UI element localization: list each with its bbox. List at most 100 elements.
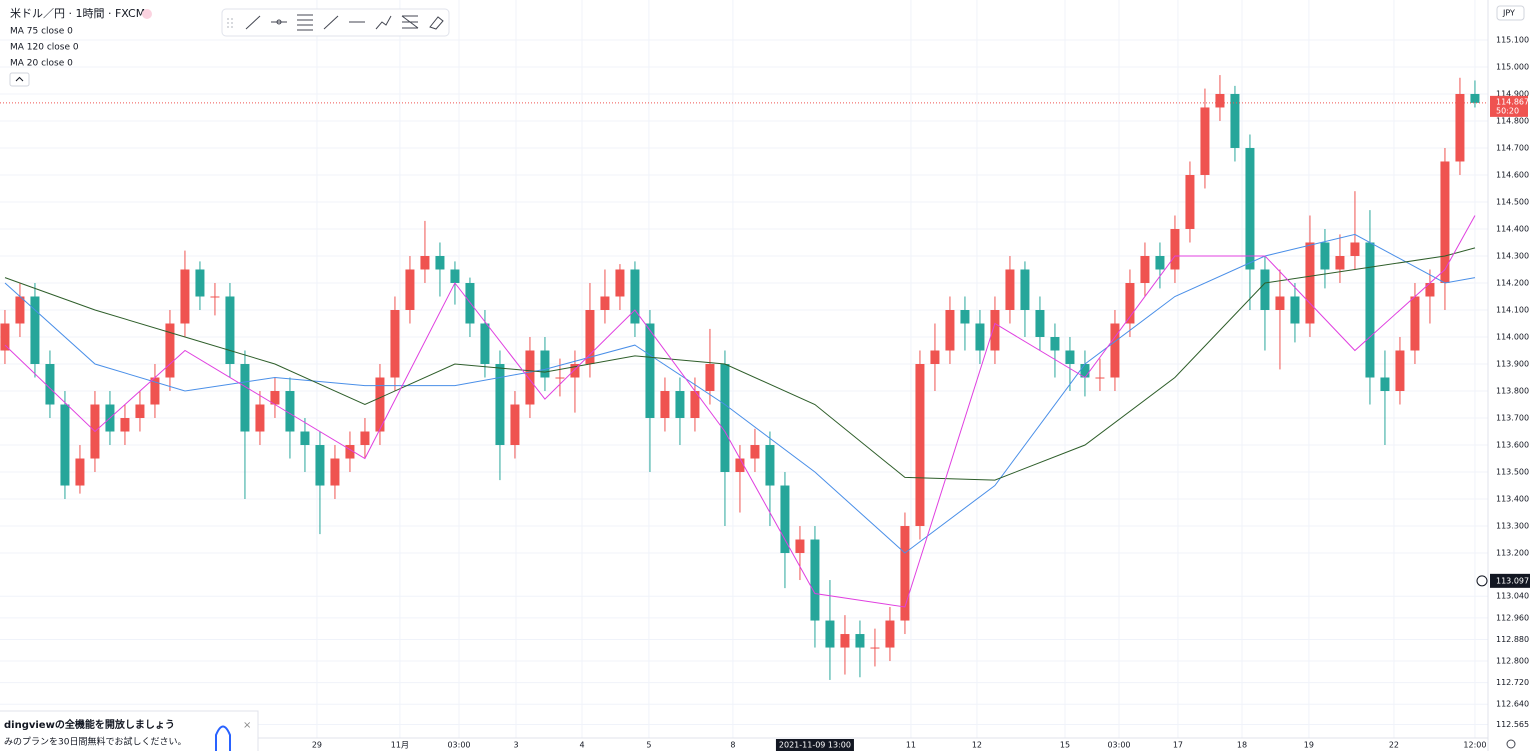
candle-body xyxy=(915,364,925,527)
candle-body xyxy=(1305,242,1315,324)
candle-body xyxy=(1395,350,1405,392)
y-tick-label: 114.600 xyxy=(1496,170,1529,179)
candle-body xyxy=(1470,93,1480,103)
y-tick-label: 112.720 xyxy=(1496,678,1529,687)
candle-body xyxy=(270,391,280,405)
y-tick-label: 114.400 xyxy=(1496,224,1529,233)
ray-tool[interactable] xyxy=(271,19,287,25)
candle-body xyxy=(1110,323,1120,378)
last-price-label: 114.867 xyxy=(1496,97,1529,106)
toolbar-bg xyxy=(221,8,450,37)
indicator-legend: MA 20 close 0 xyxy=(10,59,73,69)
crosshair-add-button xyxy=(1476,575,1488,587)
y-tick-label: 114.100 xyxy=(1496,305,1529,314)
candle-body xyxy=(1230,93,1240,148)
fib-tool[interactable] xyxy=(297,14,313,31)
candle-body xyxy=(870,647,880,649)
y-tick-label: 114.300 xyxy=(1496,251,1529,260)
candle-body xyxy=(315,445,325,486)
candle-body xyxy=(75,458,85,486)
candle-body xyxy=(0,323,10,351)
candle-body xyxy=(195,269,205,297)
currency-button[interactable] xyxy=(1496,5,1525,21)
promo-text: みのプランを30日間無料でお試しください。 xyxy=(4,736,186,748)
candle-body xyxy=(1335,255,1345,270)
y-tick-label: 112.800 xyxy=(1496,657,1529,666)
grid xyxy=(0,0,1488,738)
collapse-button[interactable] xyxy=(9,72,30,87)
x-tick-label: 11 xyxy=(906,741,916,750)
x-tick-label: 22 xyxy=(1389,741,1399,750)
candle-body xyxy=(1140,255,1150,283)
x-tick-label: 19 xyxy=(1304,741,1314,750)
candle-body xyxy=(825,620,835,648)
candle-body xyxy=(240,364,250,432)
candle-body xyxy=(615,269,625,297)
plot xyxy=(0,75,1488,680)
line-tool[interactable] xyxy=(323,15,339,30)
x-tick-label: 8 xyxy=(730,741,735,750)
candle-body xyxy=(1380,377,1390,392)
candle-body xyxy=(1290,296,1300,324)
y-tick-label: 113.800 xyxy=(1496,387,1529,396)
candle-body xyxy=(765,445,775,486)
candle-body xyxy=(165,323,175,378)
settings-icon[interactable] xyxy=(1506,739,1516,749)
channel-tool[interactable] xyxy=(401,15,419,29)
candle-body xyxy=(900,526,910,621)
drawing-toolbar xyxy=(221,8,450,37)
y-tick-label: 113.040 xyxy=(1496,592,1529,601)
candle-body xyxy=(705,364,715,392)
crosshair-price-label: 113.097 xyxy=(1496,576,1529,585)
candle-body xyxy=(450,269,460,283)
candle-body xyxy=(750,445,760,459)
axes: 115.100 115.000 114.900 114.800 114.700 114.6… xyxy=(312,35,1530,751)
candle-body xyxy=(210,296,220,298)
candle-body xyxy=(690,391,700,419)
candle-body xyxy=(1365,242,1375,378)
moving-average-line xyxy=(4,247,1476,481)
candle-body xyxy=(1170,228,1180,270)
promo-close[interactable]: × xyxy=(243,720,251,731)
x-tick-label: 5 xyxy=(646,741,651,750)
currency-label: JPY xyxy=(1502,9,1515,18)
candle-body xyxy=(465,282,475,324)
promo-popup: dingviewの全機能を開放しましょう みのプランを30日間無料でお試しくださ… xyxy=(0,710,259,751)
candle-body xyxy=(1155,255,1165,270)
y-tick-label: 113.600 xyxy=(1496,441,1529,450)
candle-body xyxy=(780,485,790,554)
path-tool[interactable] xyxy=(375,15,392,30)
candle-body xyxy=(1215,93,1225,108)
candle-body xyxy=(255,404,265,432)
candle-body xyxy=(1035,309,1045,338)
indicator-legend: MA 120 close 0 xyxy=(10,43,79,53)
y-tick-label: 114.000 xyxy=(1496,333,1529,342)
candle-body xyxy=(1455,93,1465,162)
candle-body xyxy=(435,255,445,270)
eraser-tool[interactable] xyxy=(429,16,444,30)
y-tick-label: 115.100 xyxy=(1496,35,1529,44)
status-icon xyxy=(142,9,152,19)
candle-body xyxy=(1095,377,1105,379)
candle-body xyxy=(15,296,25,324)
candle-body xyxy=(1425,282,1435,297)
y-tick-label: 112.640 xyxy=(1496,700,1529,709)
candle-body xyxy=(1410,296,1420,351)
x-tick-label: 03:00 xyxy=(447,741,470,750)
candle-body xyxy=(810,539,820,621)
indicator-legend: MA 75 close 0 xyxy=(10,27,73,37)
candle-body xyxy=(330,458,340,486)
candle-body xyxy=(30,296,40,365)
candle-body xyxy=(60,404,70,486)
y-tick-label: 114.900 xyxy=(1496,89,1529,98)
y-tick-label: 112.565 xyxy=(1496,720,1529,729)
crosshair-time-label: 2021-11-09 13:00 xyxy=(779,741,851,750)
candle-body xyxy=(300,431,310,446)
candle-body xyxy=(645,323,655,419)
candle-body xyxy=(1260,269,1270,310)
y-tick-label: 114.700 xyxy=(1496,143,1529,152)
y-tick-label: 113.400 xyxy=(1496,495,1529,504)
last-price-box xyxy=(1490,95,1528,117)
trend-line-tool[interactable] xyxy=(245,15,261,30)
